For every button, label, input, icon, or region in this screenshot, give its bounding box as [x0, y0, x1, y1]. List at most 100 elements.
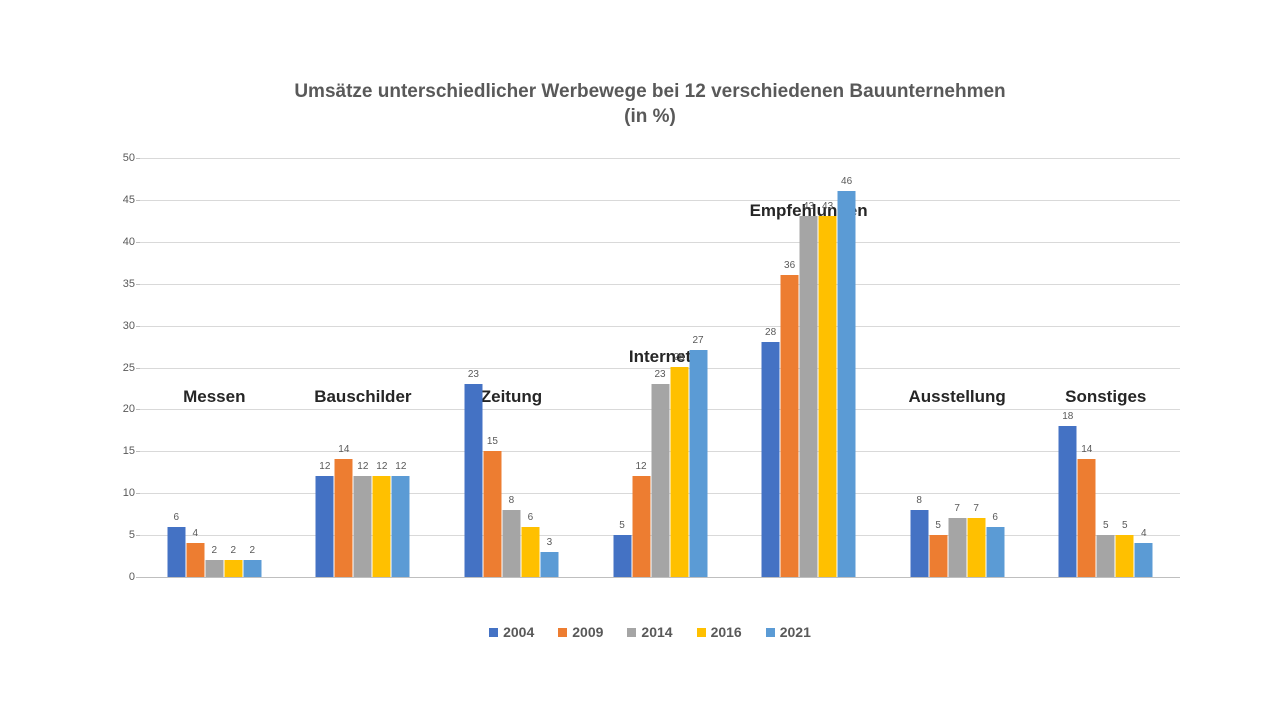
- bar: [1135, 543, 1153, 577]
- bar-wrap: 23: [651, 384, 669, 577]
- y-tick-label: 45: [110, 194, 135, 206]
- bar-wrap: 4: [1135, 543, 1153, 577]
- bar-wrap: 3: [540, 552, 558, 577]
- bar-cluster: 2836434346: [761, 158, 856, 577]
- bar: [670, 367, 688, 577]
- bar-cluster: 512232527: [613, 158, 708, 577]
- bar: [1059, 426, 1077, 577]
- legend-label: 2014: [641, 624, 672, 640]
- bar-wrap: 8: [502, 510, 520, 577]
- bar-wrap: 23: [464, 384, 482, 577]
- bar-wrap: 15: [483, 451, 501, 577]
- bar: [967, 518, 985, 577]
- bar-wrap: 36: [781, 275, 799, 577]
- category-group: Sonstiges1814554: [1031, 158, 1180, 577]
- bar-wrap: 14: [1078, 459, 1096, 577]
- bar: [819, 216, 837, 577]
- title-line-2: (in %): [624, 106, 676, 127]
- bar-wrap: 12: [373, 476, 391, 577]
- bar-wrap: 4: [186, 543, 204, 577]
- bar-wrap: 43: [819, 216, 837, 577]
- bar-value-label: 46: [841, 176, 852, 187]
- bar: [651, 384, 669, 577]
- bar-value-label: 15: [487, 436, 498, 447]
- bar: [224, 560, 242, 577]
- legend-item: 2009: [558, 624, 603, 640]
- bar: [373, 476, 391, 577]
- bar-wrap: 6: [986, 527, 1004, 577]
- bar-value-label: 2: [212, 545, 218, 556]
- bar: [502, 510, 520, 577]
- bar: [781, 275, 799, 577]
- bar: [986, 527, 1004, 577]
- chart-container: Umsätze unterschiedlicher Werbewege bei …: [100, 80, 1200, 640]
- bar: [838, 191, 856, 577]
- bar-value-label: 36: [784, 260, 795, 271]
- bar: [948, 518, 966, 577]
- bar-cluster: 85776: [910, 158, 1005, 577]
- bar-value-label: 7: [954, 503, 960, 514]
- bar: [464, 384, 482, 577]
- category-group: Zeitung2315863: [437, 158, 586, 577]
- bar-wrap: 2: [243, 560, 261, 577]
- bar: [354, 476, 372, 577]
- bar: [186, 543, 204, 577]
- bar: [929, 535, 947, 577]
- bar-value-label: 4: [1141, 528, 1147, 539]
- bar-wrap: 43: [800, 216, 818, 577]
- category-group: Bauschilder1214121212: [289, 158, 438, 577]
- bar-wrap: 8: [910, 510, 928, 577]
- legend-item: 2021: [766, 624, 811, 640]
- y-tick-label: 40: [110, 236, 135, 248]
- legend-label: 2021: [780, 624, 811, 640]
- bar-wrap: 12: [354, 476, 372, 577]
- legend-swatch: [766, 628, 775, 637]
- legend-label: 2009: [572, 624, 603, 640]
- bar-value-label: 8: [509, 495, 515, 506]
- bar-value-label: 6: [528, 512, 534, 523]
- plot-area: 05101520253035404550 Messen64222Bauschil…: [140, 158, 1180, 578]
- category-group: Empfehlungen2836434346: [734, 158, 883, 577]
- bar-value-label: 14: [338, 444, 349, 455]
- bar-wrap: 12: [632, 476, 650, 577]
- bar-groups: Messen64222Bauschilder1214121212Zeitung2…: [140, 158, 1180, 577]
- bar-value-label: 23: [654, 369, 665, 380]
- bar-value-label: 2: [250, 545, 256, 556]
- y-tick-label: 0: [110, 571, 135, 583]
- legend-label: 2016: [711, 624, 742, 640]
- y-tick-label: 15: [110, 445, 135, 457]
- bar: [521, 527, 539, 577]
- bar-value-label: 12: [635, 461, 646, 472]
- category-group: Internet512232527: [586, 158, 735, 577]
- y-tick-label: 10: [110, 487, 135, 499]
- bar-wrap: 12: [316, 476, 334, 577]
- legend: 20042009201420162021: [100, 624, 1200, 640]
- bar: [689, 350, 707, 577]
- bar-value-label: 14: [1081, 444, 1092, 455]
- bar-wrap: 5: [1116, 535, 1134, 577]
- bar-cluster: 1214121212: [315, 158, 410, 577]
- bar: [1078, 459, 1096, 577]
- bar: [335, 459, 353, 577]
- bar: [613, 535, 631, 577]
- y-tick-label: 30: [110, 320, 135, 332]
- legend-item: 2014: [627, 624, 672, 640]
- bar-value-label: 5: [1122, 520, 1128, 531]
- category-group: Messen64222: [140, 158, 289, 577]
- bar: [762, 342, 780, 577]
- bar-value-label: 12: [395, 461, 406, 472]
- bar-wrap: 5: [929, 535, 947, 577]
- y-tick-label: 50: [110, 152, 135, 164]
- bar-wrap: 5: [1097, 535, 1115, 577]
- bar-wrap: 2: [224, 560, 242, 577]
- y-tick-label: 25: [110, 362, 135, 374]
- bar-value-label: 5: [619, 520, 625, 531]
- category-group: Ausstellung85776: [883, 158, 1032, 577]
- bar: [392, 476, 410, 577]
- bar-value-label: 4: [193, 528, 199, 539]
- bar: [243, 560, 261, 577]
- bar-value-label: 3: [547, 537, 553, 548]
- bar: [167, 527, 185, 577]
- bar-wrap: 6: [167, 527, 185, 577]
- bar-wrap: 6: [521, 527, 539, 577]
